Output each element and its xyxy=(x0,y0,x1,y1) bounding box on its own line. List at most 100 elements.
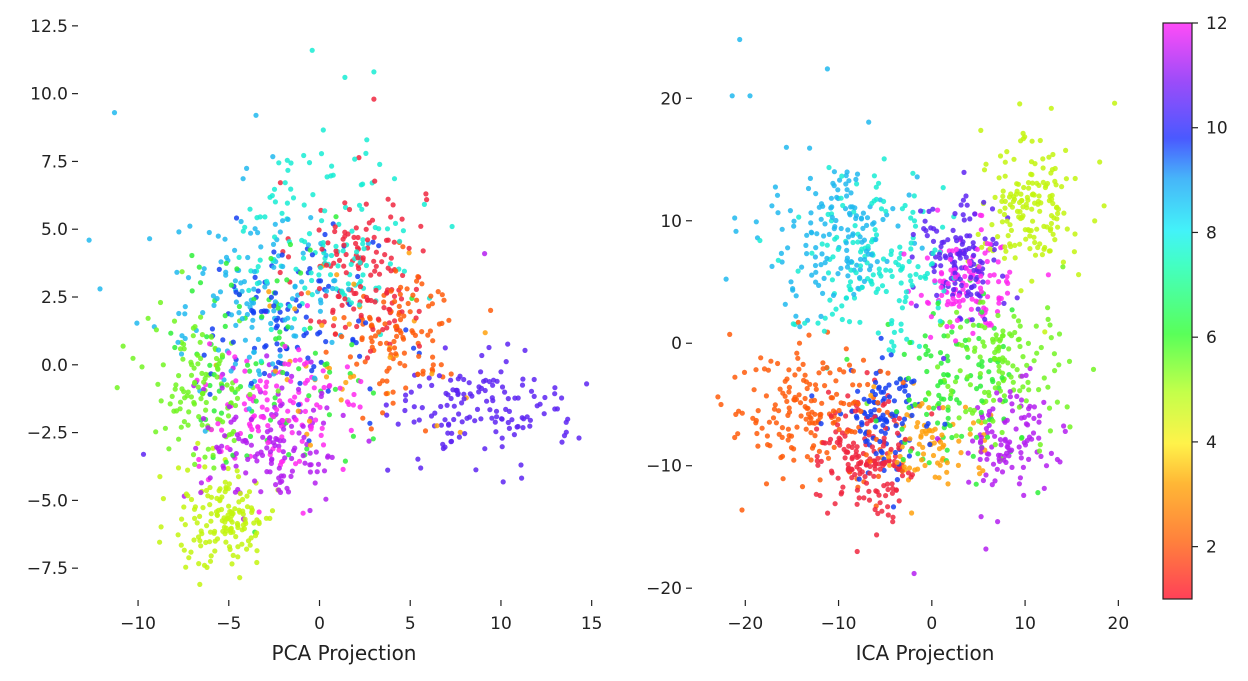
ica-data-point xyxy=(1020,384,1026,390)
ica-data-point xyxy=(919,428,925,435)
pca-data-point xyxy=(499,444,505,450)
pca-data-point xyxy=(323,339,329,345)
pca-data-point xyxy=(332,228,338,235)
pca-data-point xyxy=(364,137,370,143)
pca-data-point xyxy=(413,315,419,321)
pca-data-point xyxy=(329,339,335,345)
ica-data-point xyxy=(819,241,825,247)
pca-data-point xyxy=(391,345,398,351)
ica-data-point xyxy=(779,226,785,232)
ica-data-point xyxy=(1007,222,1013,228)
pca-data-point xyxy=(528,388,535,394)
pca-data-point xyxy=(198,396,204,402)
ica-data-point xyxy=(926,460,932,466)
ica-data-point xyxy=(1037,442,1043,448)
ica-data-point xyxy=(928,334,934,340)
ica-data-point xyxy=(1048,335,1054,341)
pca-data-point xyxy=(222,236,228,242)
pca-data-point xyxy=(268,460,274,466)
pca-data-point xyxy=(429,301,435,307)
ica-data-point xyxy=(968,274,974,280)
pca-data-point xyxy=(489,395,495,401)
ica-data-point xyxy=(878,428,884,434)
ica-data-point xyxy=(978,438,984,444)
pca-data-point xyxy=(360,241,366,247)
ica-data-point xyxy=(791,218,797,224)
ica-data-point xyxy=(1027,403,1033,409)
pca-data-point xyxy=(240,176,246,182)
ica-data-point xyxy=(1052,368,1058,374)
ica-data-point xyxy=(1036,193,1042,199)
pca-data-point xyxy=(280,218,286,224)
ica-data-point xyxy=(796,392,802,398)
ica-data-point xyxy=(1054,204,1060,210)
ica-data-point xyxy=(966,268,973,274)
ica-data-point xyxy=(879,355,885,361)
ica-data-point xyxy=(871,173,878,179)
pca-data-point xyxy=(372,268,378,274)
ica-data-point xyxy=(957,235,964,241)
ica-data-point xyxy=(860,225,866,231)
pca-data-point xyxy=(187,223,193,229)
pca-data-point xyxy=(370,390,376,396)
ica-data-point xyxy=(793,396,800,402)
ica-data-point xyxy=(898,321,904,327)
ica-data-point xyxy=(964,202,970,208)
pca-data-point xyxy=(397,238,403,244)
pca-data-point xyxy=(177,406,183,412)
ica-data-point xyxy=(1011,313,1017,319)
pca-data-point xyxy=(414,278,420,284)
ica-data-point xyxy=(873,289,879,295)
ica-data-point xyxy=(979,309,985,315)
pca-data-point xyxy=(179,333,185,339)
pca-data-point xyxy=(233,322,239,328)
pca-data-point xyxy=(216,266,222,272)
ica-data-point xyxy=(947,256,953,262)
pca-data-point xyxy=(264,445,270,451)
pca-data-point xyxy=(177,346,184,352)
pca-data-point xyxy=(277,347,283,353)
ica-data-point xyxy=(990,236,996,242)
ica-data-point xyxy=(1043,463,1050,469)
pca-data-point xyxy=(225,512,231,518)
ica-data-point xyxy=(977,258,983,264)
ica-data-point xyxy=(1017,388,1023,394)
ica-data-point xyxy=(956,415,962,421)
pca-data-point xyxy=(397,291,403,297)
ica-data-point xyxy=(1000,328,1006,334)
pca-data-point xyxy=(461,391,467,397)
pca-data-point xyxy=(197,513,203,520)
ica-data-point xyxy=(887,268,894,274)
pca-data-point xyxy=(234,468,240,474)
ica-data-point xyxy=(845,393,851,399)
ica-data-point xyxy=(949,329,955,335)
pca-data-point xyxy=(274,278,280,284)
ica-data-point xyxy=(936,392,942,398)
pca-data-point xyxy=(251,413,257,419)
ica-data-point xyxy=(976,465,982,471)
ica-data-point xyxy=(909,282,915,288)
pca-data-point xyxy=(290,400,296,406)
ica-data-point xyxy=(1045,316,1051,322)
pca-data-point xyxy=(318,393,324,399)
ica-data-point xyxy=(992,194,998,200)
pca-data-point xyxy=(190,452,197,458)
ica-data-point xyxy=(941,333,947,339)
ica-x-tick-label: 10 xyxy=(1014,614,1036,634)
pca-data-point xyxy=(189,288,195,294)
pca-data-point xyxy=(222,323,228,329)
ica-data-point xyxy=(931,268,937,275)
ica-data-point xyxy=(874,489,880,495)
ica-data-point xyxy=(896,298,902,304)
pca-data-point xyxy=(234,520,240,527)
ica-data-point xyxy=(963,265,970,271)
pca-data-point xyxy=(308,215,314,221)
ica-data-point xyxy=(834,391,840,397)
ica-data-point xyxy=(1032,200,1038,206)
ica-data-point xyxy=(776,431,782,437)
pca-data-point xyxy=(363,150,369,156)
pca-data-point xyxy=(351,306,357,312)
pca-data-point xyxy=(392,318,398,324)
ica-data-point xyxy=(941,372,947,378)
pca-data-point xyxy=(296,366,302,372)
